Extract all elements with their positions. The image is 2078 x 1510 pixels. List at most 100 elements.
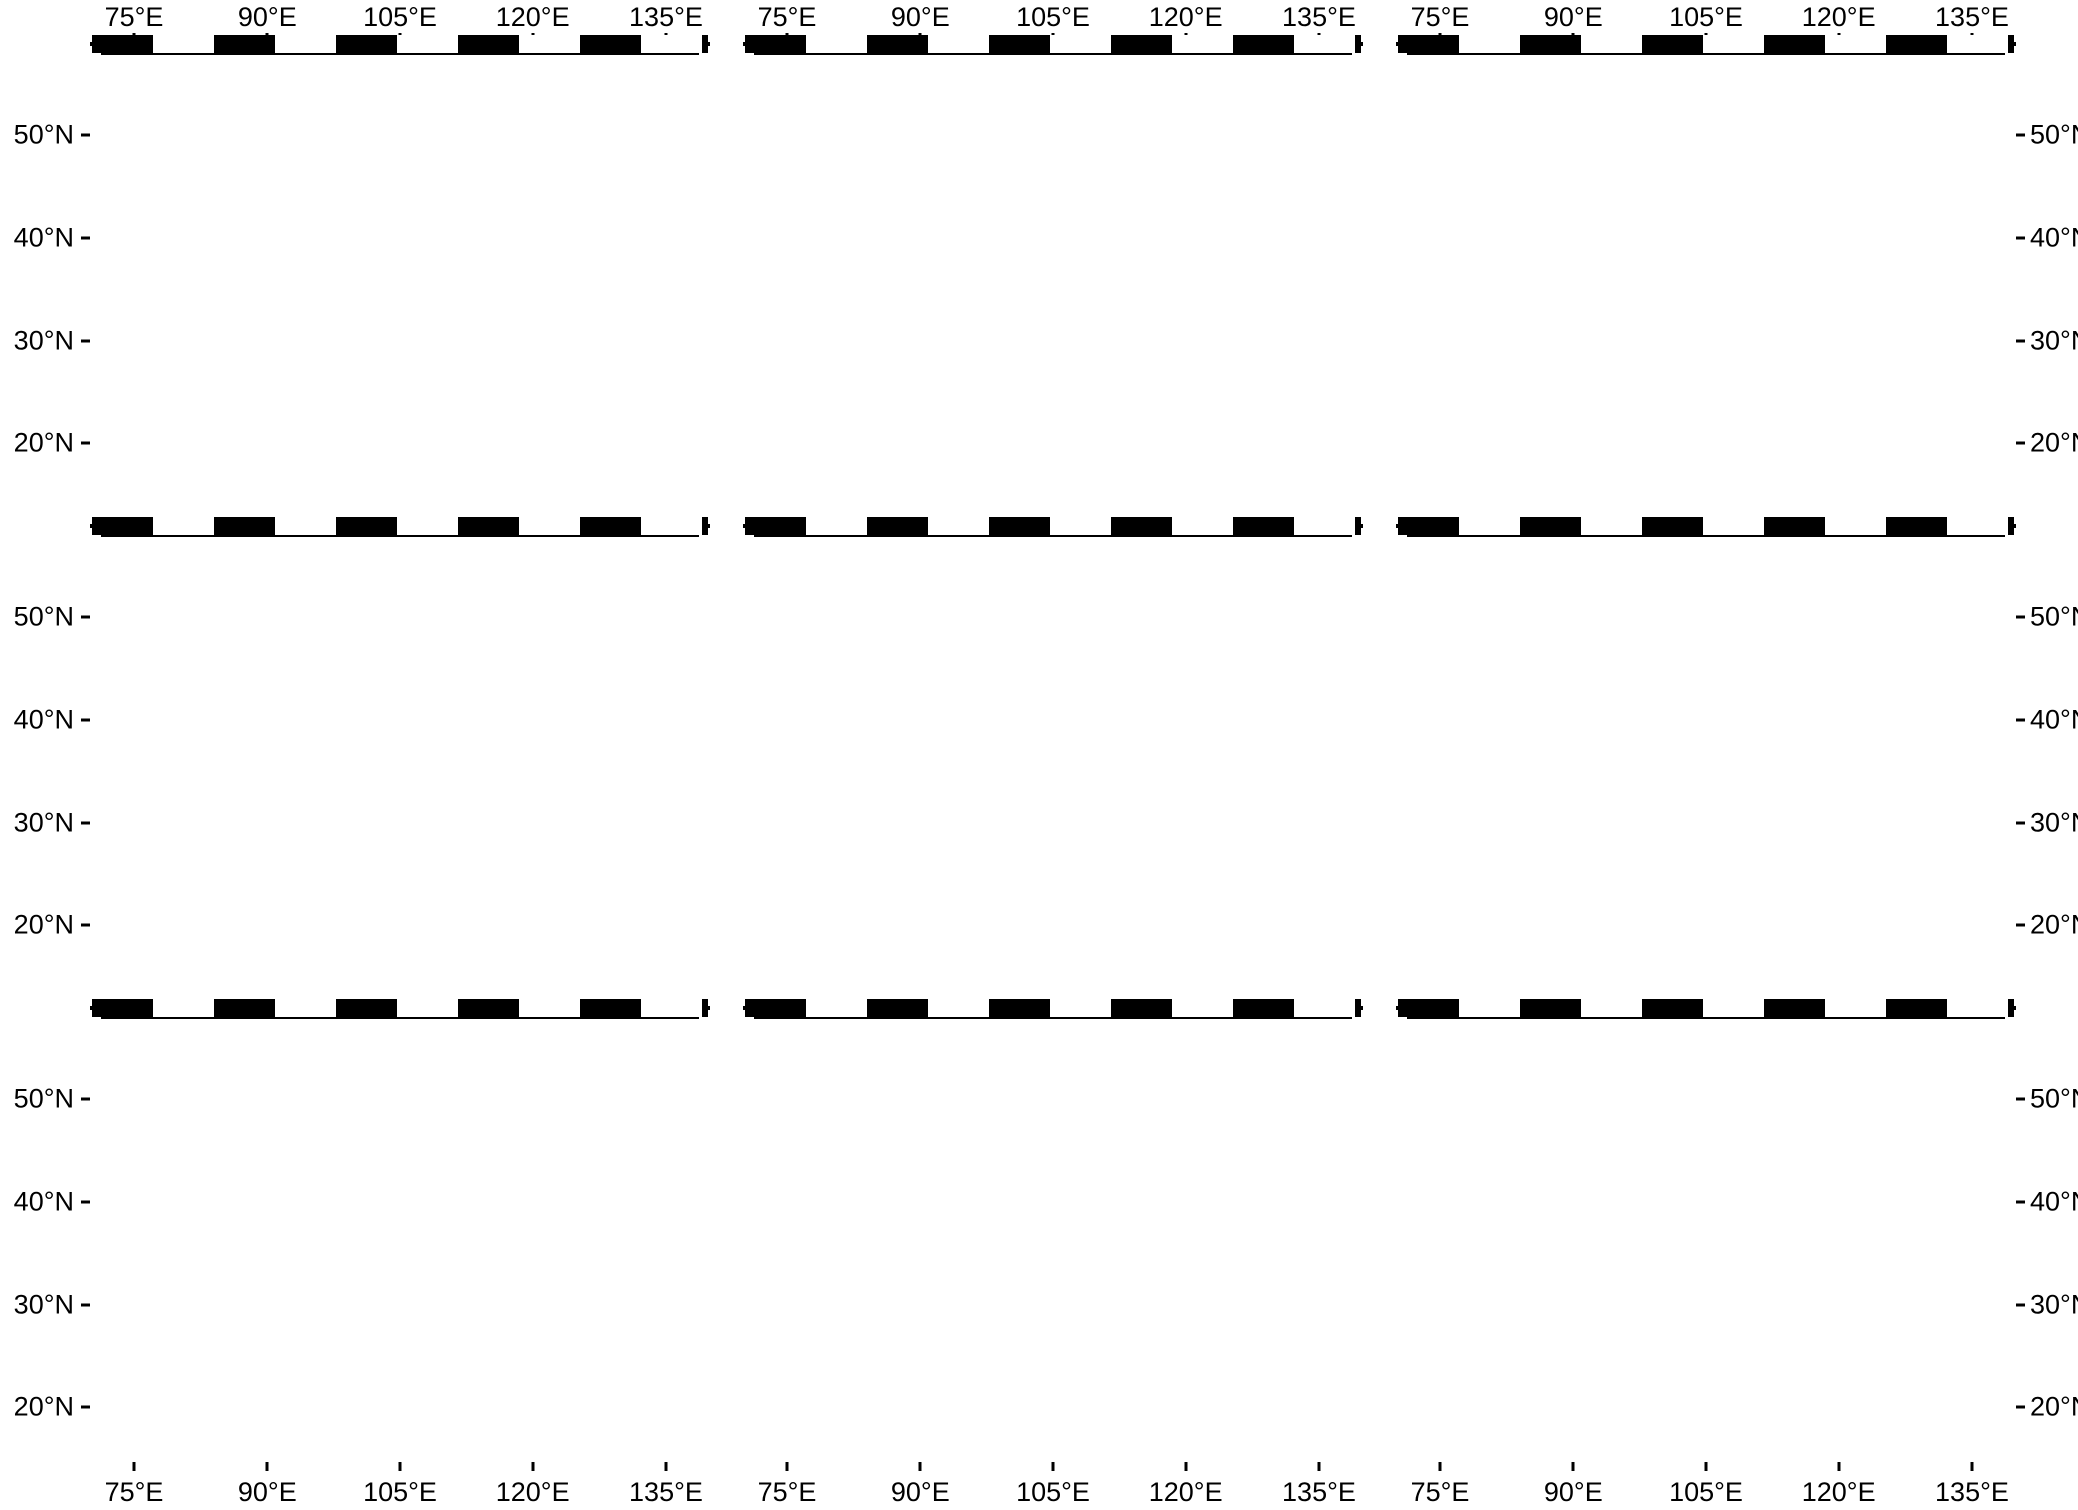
lon-tick [531,1462,535,1471]
lat-tick [81,1303,90,1307]
map-area-e: 07001400210028003500QC14Hz(e) [754,535,1352,537]
lon-label: 135°E [1282,1477,1356,1507]
panel-label-f: Q₀ [1429,535,1458,536]
panel-holder-i: 0.60.91.21.51.8η(i) [1396,999,2016,1462]
lon-axis-bottom-2: 75°E 90°E 105°E 120°E 135°E [1396,1462,2016,1508]
panel-holder-c: 030060090012001500QC6Hz(c) [1396,35,2016,498]
lat-tick [81,1405,90,1409]
lon-label: 75°E [104,2,164,32]
lon-label: 120°E [495,2,570,32]
lon-tick [1438,1462,1442,1471]
lat-axis-left-0: 50°N 40°N 30°N 20°N [0,42,90,498]
panel-letter-b: (b) [1301,53,1330,54]
lon-tick [1184,1462,1188,1471]
lon-tick [1051,1462,1055,1471]
frame-bottom [745,999,1361,1008]
map-area-a: Northeastern AsiaXinjiangTibetan Plateau… [101,53,699,55]
lat-axis-left-1: 50°N 40°N 30°N 20°N [0,524,90,980]
lat-tick [81,1097,90,1101]
frame-top [92,526,708,535]
lat-tick [2016,339,2025,343]
lon-label: 135°E [629,1477,703,1507]
frame-bottom [1398,35,2014,44]
lat-label: 30°N [2030,325,2078,356]
lat-label: 20°N [2030,909,2078,940]
lat-label: 40°N [2030,1186,2078,1217]
panel-label-h: Max. shear rate [776,1017,943,1018]
lat-tick [2016,1097,2025,1101]
panel-label-i: η [1429,1017,1445,1018]
panel-letter-g: (g) [648,1017,677,1018]
lon-label: 135°E [1282,2,1356,32]
lon-tick [785,1462,789,1471]
lon-label: 120°E [495,1477,570,1507]
map-area-g: Horizontal strain0102030mm/yrHorizontal … [101,1017,699,1019]
lon-label: 90°E [237,2,297,32]
lat-tick [2016,923,2025,927]
lat-tick [2016,133,2025,137]
panel-holder-b: 0150300450600750QC3Hz(b) [743,35,1363,498]
lat-tick [2016,1405,2025,1409]
lat-tick [81,133,90,137]
panel-d: Tien ShanPamirTarimQinghaiOrdosQinlingSi… [90,517,710,537]
lon-axis-top-0: 75°E 90°E 105°E 120°E 135°E [90,0,710,42]
lat-label: 30°N [13,807,74,838]
lon-label: 105°E [363,1477,437,1507]
lat-label: 50°N [13,601,74,632]
lon-tick [918,1462,922,1471]
map-area-c: 030060090012001500QC6Hz(c) [1407,53,2005,55]
panel-f: 050100150200250QCQ₀(f) [1396,517,2016,537]
lat-label: 40°N [13,704,74,735]
panel-i: 0.60.91.21.51.8η(i) [1396,999,2016,1019]
map-area-b: 0150300450600750QC3Hz(b) [754,53,1352,55]
panel-e: 07001400210028003500QC14Hz(e) [743,517,1363,537]
lon-label: 105°E [1016,2,1090,32]
lat-label: 50°N [2030,601,2078,632]
frame-top [92,1008,708,1017]
lat-tick [2016,718,2025,722]
lon-label: 90°E [1543,2,1603,32]
panel-holder-g: Horizontal strain0102030mm/yrHorizontal … [90,999,710,1462]
lat-label: 30°N [13,325,74,356]
frame-top [1398,1008,2014,1017]
panel-letter-a: (a) [648,53,677,54]
panel-b: 0150300450600750QC3Hz(b) [743,35,1363,55]
lon-axis-top-2: 75°E 90°E 105°E 120°E 135°E [1396,0,2016,42]
lon-label: 120°E [1148,1477,1223,1507]
lat-tick [2016,615,2025,619]
frame-bottom [92,517,708,526]
lon-label: 135°E [629,2,703,32]
panel-holder-h: Maximum shear strain rate024816326412810… [743,999,1363,1462]
map-area-d: Tien ShanPamirTarimQinghaiOrdosQinlingSi… [101,535,699,537]
lon-label: 105°E [1669,1477,1743,1507]
lon-label: 75°E [757,1477,817,1507]
lat-label: 40°N [13,1186,74,1217]
panel-label-a: 1.5Hz [123,53,186,54]
frame-bottom [1398,999,2014,1008]
lat-label: 50°N [13,119,74,150]
panel-label-c: 6Hz [1429,53,1472,54]
lat-tick [2016,1200,2025,1204]
lat-label: 40°N [2030,704,2078,735]
lon-label: 120°E [1801,1477,1876,1507]
lat-label: 30°N [2030,1289,2078,1320]
lat-tick [81,441,90,445]
lat-axis-right-1: 50°N 40°N 30°N 20°N [2016,524,2078,980]
frame-bottom [92,35,708,44]
panel-label-d: 10Hz [123,535,179,536]
lon-tick [265,1462,269,1471]
lat-label: 50°N [13,1083,74,1114]
panel-holder-e: 07001400210028003500QC14Hz(e) [743,517,1363,980]
lon-tick [398,1462,402,1471]
lon-tick [1317,1462,1321,1471]
frame-bottom [92,999,708,1008]
lon-tick [1837,1462,1841,1471]
panel-label-g: Horizontal strain [123,1017,296,1018]
lat-axis-right-2: 50°N 40°N 30°N 20°N [2016,1006,2078,1462]
panel-g: Horizontal strain0102030mm/yrHorizontal … [90,999,710,1019]
panel-letter-h: (h) [1301,1017,1330,1018]
lat-axis-right-0: 50°N 40°N 30°N 20°N [2016,42,2078,498]
lat-tick [2016,821,2025,825]
lon-tick [132,1462,136,1471]
